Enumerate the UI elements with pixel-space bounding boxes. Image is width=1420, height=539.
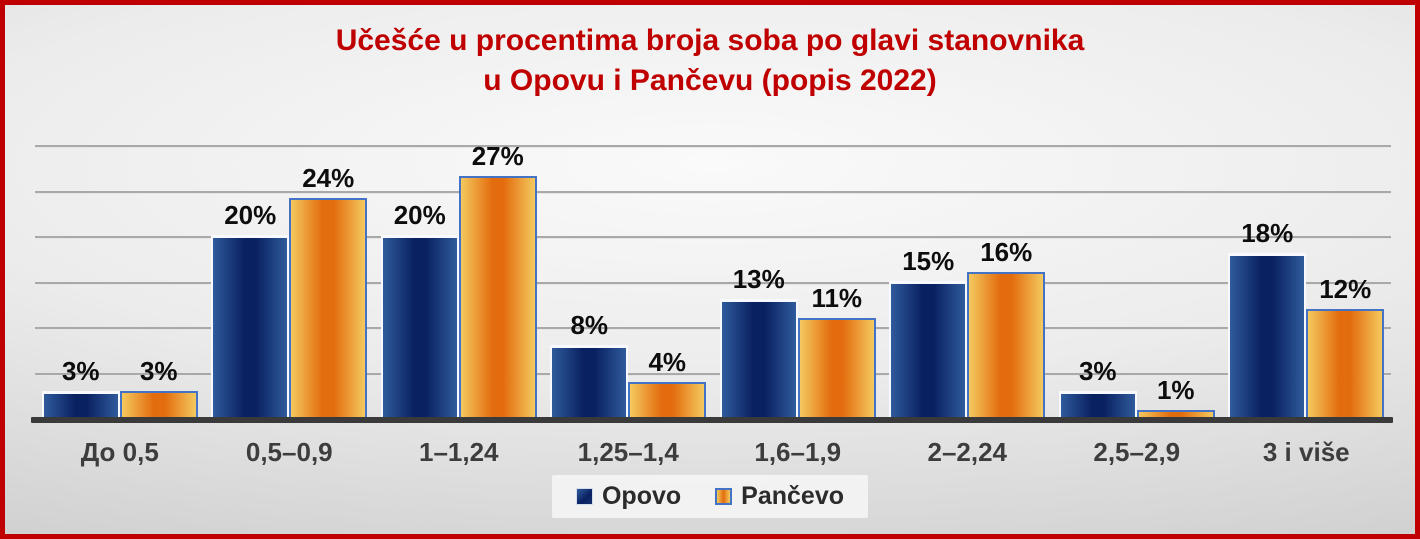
bar-pančevo-1 [119,391,198,419]
x-axis-label-6: 2–2,24 [927,437,1008,467]
legend: Opovo Pančevo [5,475,1415,518]
x-axis-label-4: 1,25–1,4 [577,437,679,467]
bar-col-opovo-6: 15% [889,141,968,419]
chart-title: Učešće u procentima broja soba po glavi … [5,21,1415,101]
x-axis-label-1: До 0,5 [80,437,159,467]
bar-opovo-7 [1058,391,1137,419]
category-group-2: 20% 24% [205,141,375,419]
category-group-5: 13% 11% [713,141,883,419]
data-label-pančevo-7: 1% [1156,374,1195,405]
chart-title-line2: u Opovu i Pančevu (popis 2022) [483,64,937,97]
x-axis-label-2: 0,5–0,9 [245,437,333,467]
gridline-10pct [35,327,1391,330]
bar-col-opovo-5: 13% [719,141,798,419]
chart-title-line1: Učešće u procentima broja soba po glavi … [335,24,1085,57]
category-group-7: 3% 1% [1052,141,1222,419]
category-group-8: 18% 12% [1222,141,1392,419]
data-label-opovo-2: 20% [224,200,277,230]
bar-col-pančevo-8: 12% [1306,141,1385,419]
data-label-pančevo-3: 27% [471,141,524,171]
bar-pančevo-2 [289,198,368,419]
category-group-3: 20% 27% [374,141,544,419]
bar-col-pančevo-3: 27% [458,141,537,419]
legend-item-opovo: Opovo [575,482,682,511]
data-label-opovo-1: 3% [61,356,100,387]
category-group-6: 15% 16% [883,141,1053,419]
bar-pančevo-7 [1136,409,1215,419]
gridline-30pct [35,145,1391,148]
bar-pančevo-4 [628,382,707,419]
data-label-opovo-5: 13% [732,264,785,295]
data-label-opovo-3: 20% [393,200,446,230]
bar-col-opovo-3: 20% [380,141,459,419]
x-axis-label-7: 2,5–2,9 [1093,437,1181,467]
bar-col-pančevo-6: 16% [967,141,1046,419]
data-label-pančevo-5: 11% [811,282,863,313]
bar-col-opovo-1: 3% [41,141,120,419]
bar-col-pančevo-2: 24% [289,141,368,419]
plot-groups: 3% 3% 20% 24% 20% 27% 8% 4% 13% 11% 15% 16% 3% 1% 18% 1… [35,141,1391,419]
bar-col-opovo-7: 3% [1058,141,1137,419]
gridline-20pct [35,236,1391,239]
legend-box: Opovo Pančevo [551,475,868,518]
x-axis-labels: До 0,5 0,5–0,9 1–1,24 1,25–1,4 1,6–1,9 2–2,24… [35,437,1391,468]
x-axis-label-8: 3 i više [1262,437,1350,467]
bar-opovo-3 [380,235,459,419]
bar-col-pančevo-7: 1% [1136,141,1215,419]
bar-opovo-6 [889,281,968,419]
legend-swatch-pancevo [715,488,733,505]
data-label-pančevo-8: 12% [1319,273,1372,304]
data-label-pančevo-2: 24% [302,163,355,194]
bar-col-pančevo-4: 4% [628,141,707,419]
bar-col-opovo-2: 20% [211,141,290,419]
category-group-4: 8% 4% [544,141,714,419]
bar-pančevo-8 [1306,308,1385,419]
bar-col-opovo-4: 8% [550,141,629,419]
bar-col-pančevo-5: 11% [797,141,876,419]
gridline-5pct [35,372,1391,376]
legend-item-pancevo: Pančevo [715,482,844,511]
bar-opovo-1 [41,391,120,419]
bar-pančevo-6 [967,271,1046,419]
data-label-pančevo-6: 16% [980,236,1033,267]
data-label-pančevo-4: 4% [648,347,687,378]
legend-label-opovo: Opovo [601,482,682,510]
gridline-25pct [35,190,1391,194]
chart-canvas: Učešće u procentima broja soba po glavi … [5,5,1415,534]
category-group-1: 3% 3% [35,141,205,419]
legend-swatch-opovo [575,488,593,505]
data-label-opovo-8: 18% [1241,218,1294,249]
x-axis-label-3: 1–1,24 [418,437,499,467]
bar-col-pančevo-1: 3% [119,141,198,419]
x-axis-line [31,417,1393,423]
bar-pančevo-5 [797,317,876,419]
data-label-opovo-7: 3% [1078,356,1117,387]
bar-opovo-2 [211,235,290,419]
bar-opovo-4 [550,345,629,419]
data-label-opovo-4: 8% [570,310,609,341]
data-label-opovo-6: 15% [902,246,955,276]
legend-label-pancevo: Pančevo [741,482,844,510]
bar-opovo-5 [719,299,798,419]
bar-pančevo-3 [458,176,537,419]
x-axis-label-5: 1,6–1,9 [754,437,842,467]
data-label-pančevo-1: 3% [139,356,178,387]
bar-opovo-8 [1228,253,1307,419]
bar-col-opovo-8: 18% [1228,141,1307,419]
gridline-15pct [35,281,1391,285]
